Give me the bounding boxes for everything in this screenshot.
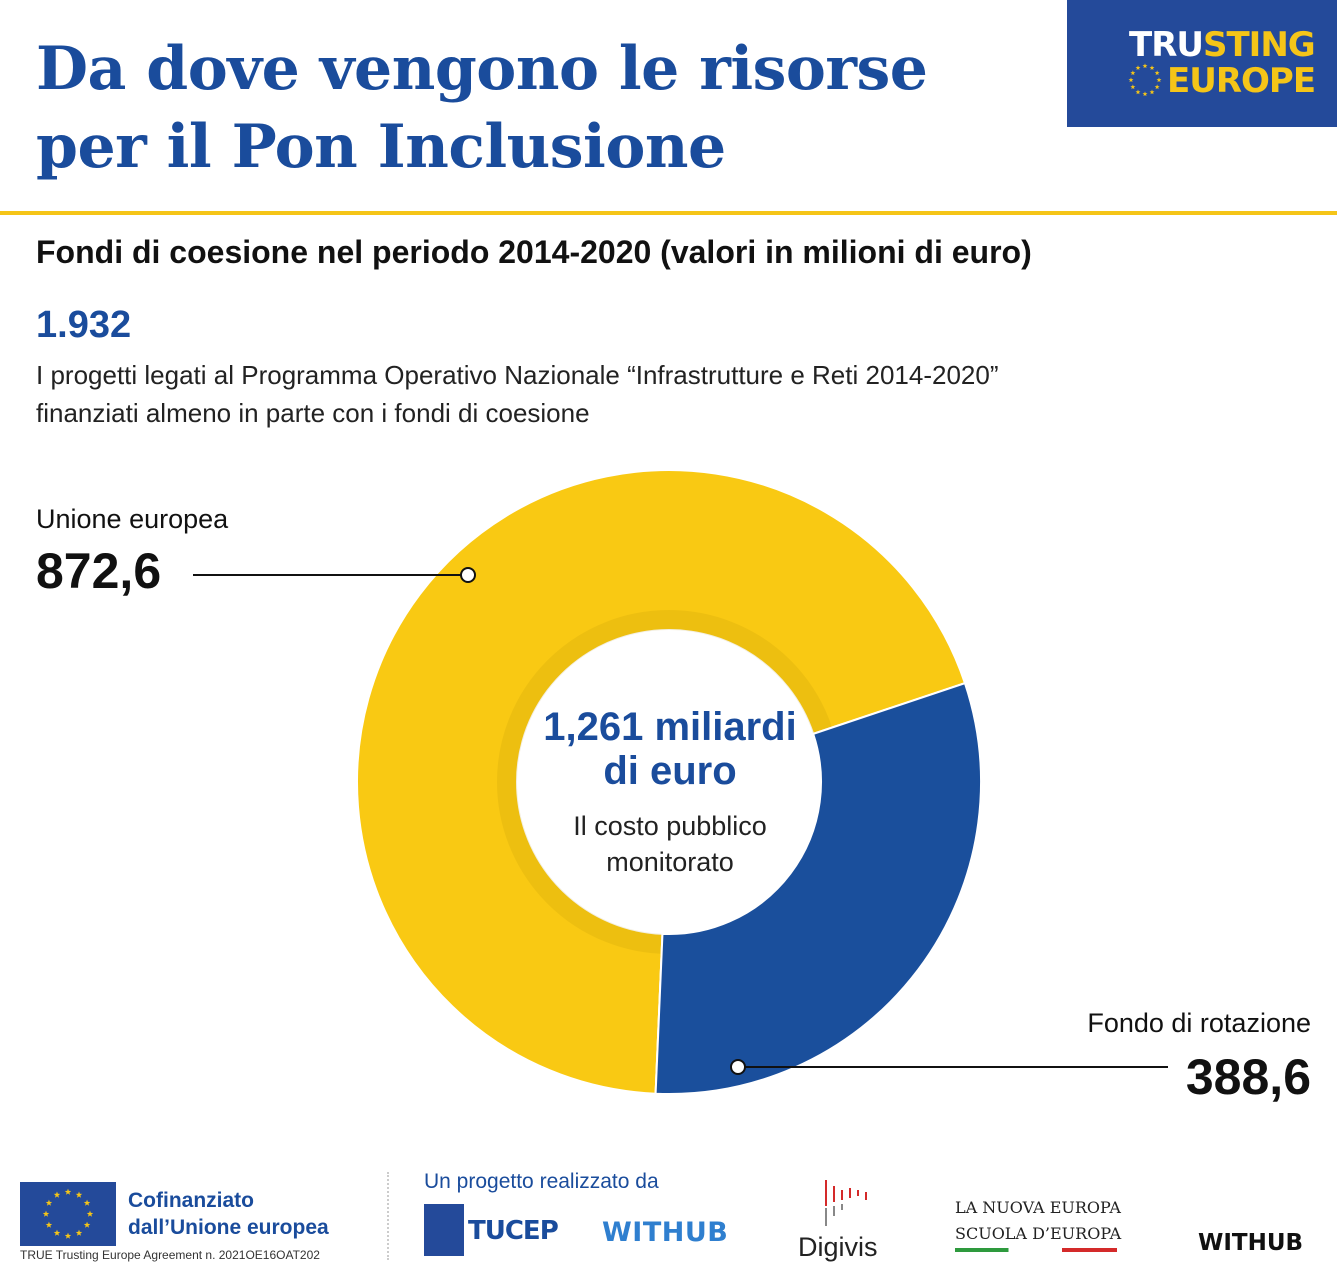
value-unione-europea: 872,6 <box>36 543 162 599</box>
center-description-line-1: Il costo pubblico <box>573 811 767 841</box>
donut-slice-fondo-di-rotazione-top <box>654 681 982 1095</box>
donut-slice-unione-europea <box>356 469 967 1095</box>
cofinanziato-text: Cofinanziato dall’Unione europea <box>128 1187 329 1241</box>
star-icon <box>1142 63 1148 69</box>
brand-part-1: TRU <box>1129 25 1204 65</box>
leader-dot-fondo-di-rotazione <box>730 1059 746 1075</box>
star-icon <box>64 1232 72 1239</box>
star-icon <box>45 1199 53 1206</box>
eu-flag-icon <box>20 1182 116 1246</box>
star-icon <box>83 1221 91 1228</box>
star-icon <box>45 1221 53 1228</box>
value-fondo-di-rotazione: 388,6 <box>1185 1049 1311 1105</box>
star-icon <box>75 1229 83 1236</box>
chart-subtitle: Fondi di coesione nel periodo 2014-2020 … <box>36 234 1032 270</box>
donut-chart <box>193 469 1168 1095</box>
digivis-wordmark: Digivis <box>798 1232 878 1262</box>
center-total-value: 1,261 miliardi di euro <box>520 705 820 793</box>
star-icon <box>1156 77 1162 83</box>
projects-description: I progetti legati al Programma Operativo… <box>36 356 1236 432</box>
star-icon <box>1135 89 1141 95</box>
star-icon <box>1130 70 1136 76</box>
star-icon <box>86 1210 94 1217</box>
center-description: Il costo pubblico monitorato <box>520 808 820 880</box>
star-icon <box>75 1191 83 1198</box>
center-total-line-1: 1,261 miliardi <box>543 705 797 749</box>
star-icon <box>42 1210 50 1217</box>
star-icon <box>83 1199 91 1206</box>
projects-description-line-1: I progetti legati al Programma Operativo… <box>36 360 999 390</box>
title-line-1: Da dove vengono le risorse <box>36 34 928 104</box>
digivis-logo: Digivis <box>798 1176 888 1266</box>
star-icon <box>64 1188 72 1195</box>
title-line-2: per il Pon Inclusione <box>36 112 726 182</box>
star-icon <box>1154 70 1160 76</box>
agreement-text: TRUE Trusting Europe Agreement n. 2021OE… <box>20 1248 320 1262</box>
star-icon <box>1130 84 1136 90</box>
label-fondo-di-rotazione: Fondo di rotazione <box>1087 1008 1311 1038</box>
brand-line-1: TRUSTING <box>1129 25 1316 65</box>
page-title: Da dove vengono le risorse per il Pon In… <box>36 30 1036 186</box>
star-icon <box>53 1191 61 1198</box>
projects-description-line-2: finanziati almeno in parte con i fondi d… <box>36 398 590 428</box>
footer-separator <box>387 1172 389 1260</box>
yellow-divider <box>0 211 1337 215</box>
projects-count: 1.932 <box>36 304 132 346</box>
digivis-bars-icon <box>825 1180 867 1226</box>
label-unione-europea: Unione europea <box>36 504 229 534</box>
brand-part-2: STING <box>1202 25 1316 65</box>
star-icon <box>1154 84 1160 90</box>
tucep-logo: TUCEP <box>424 1204 564 1264</box>
brand-line-2: EUROPE <box>1167 61 1316 101</box>
lne-line-2: SCUOLA D’EUROPA <box>955 1224 1122 1243</box>
center-total-line-2: di euro <box>603 749 737 793</box>
star-icon <box>1135 65 1141 70</box>
star-icon <box>1149 65 1155 70</box>
italian-flag-bar <box>955 1248 1117 1252</box>
lne-line-1: LA NUOVA EUROPA <box>955 1198 1121 1217</box>
withhub-logo-dark: WITHUB <box>1198 1230 1304 1256</box>
cofinanziato-line-1: Cofinanziato <box>128 1189 254 1212</box>
star-icon <box>1149 89 1155 95</box>
eu-stars-icon <box>1128 63 1162 97</box>
star-icon <box>1128 77 1134 83</box>
project-by-label: Un progetto realizzato da <box>424 1170 659 1193</box>
center-description-line-2: monitorato <box>606 847 734 877</box>
tucep-wordmark: TUCEP <box>468 1216 559 1246</box>
withhub-logo-blue: WITHUB <box>602 1217 729 1248</box>
la-nuova-europa-logo: LA NUOVA EUROPA SCUOLA D’EUROPA <box>955 1198 1122 1258</box>
tucep-flag-icon <box>424 1204 464 1256</box>
leader-dot-unione-europea <box>460 567 476 583</box>
star-icon <box>1142 91 1148 97</box>
trusting-europe-logo: TRUSTING EUROPE <box>1067 0 1337 127</box>
cofinanziato-line-2: dall’Unione europea <box>128 1216 329 1239</box>
star-icon <box>53 1229 61 1236</box>
